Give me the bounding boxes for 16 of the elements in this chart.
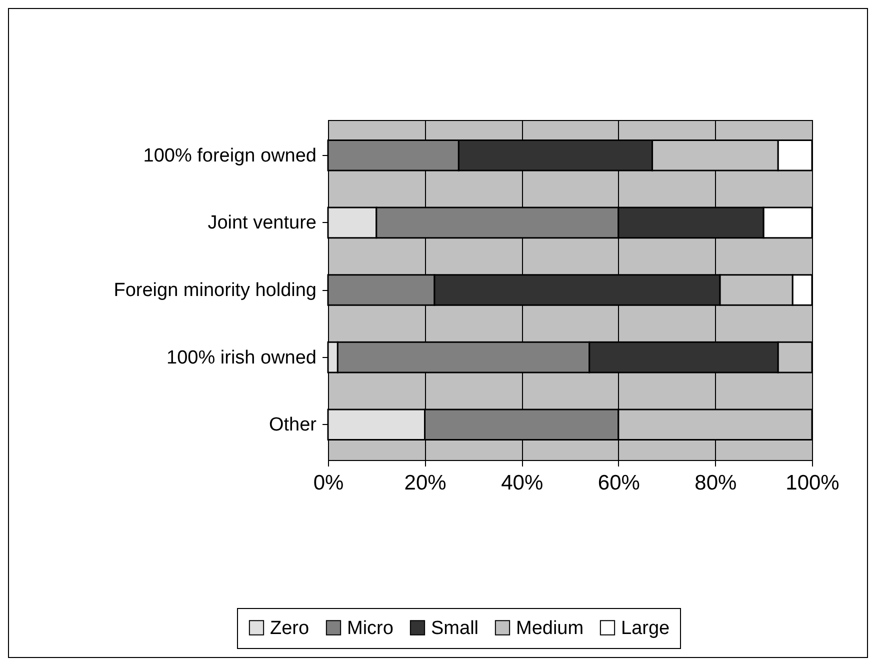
legend-label: Medium [516,618,584,639]
x-tick-label: 20% [404,472,446,494]
x-tick-label: 60% [598,472,640,494]
y-tick-label: Joint venture [208,212,316,234]
legend-label: Micro [347,618,394,639]
x-tick-label: 100% [786,472,840,494]
y-tick-label: 100% foreign owned [143,145,316,166]
legend-label: Zero [270,618,310,639]
x-tick-label: 0% [313,472,344,494]
x-tick-label: 80% [694,472,737,494]
y-tick-label: Foreign minority holding [114,280,316,301]
legend-label: Large [621,618,670,639]
x-tick-label: 40% [501,472,544,494]
y-tick-label: 100% irish owned [166,347,316,368]
legend-label: Small [431,618,479,639]
y-tick-label: Other [268,414,318,436]
